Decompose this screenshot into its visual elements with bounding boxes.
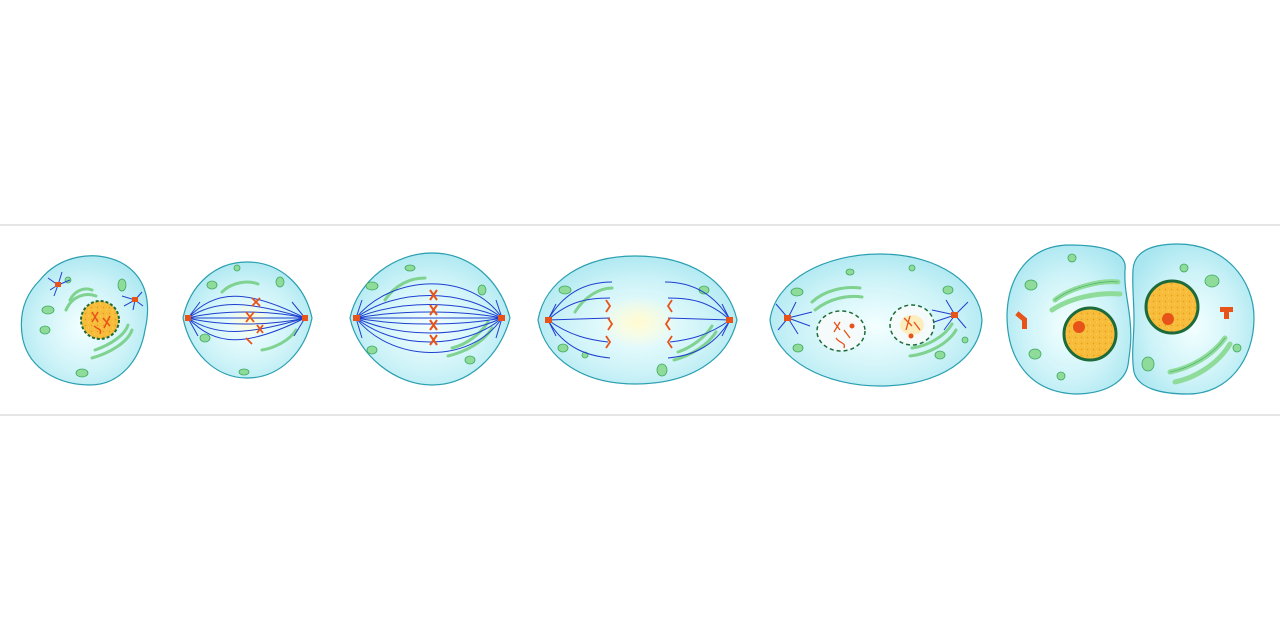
spindle-remnants xyxy=(775,299,969,335)
organelles xyxy=(1024,253,1242,381)
spindle-fibers xyxy=(187,295,306,341)
centrosome xyxy=(951,312,958,318)
decondensing-chromosomes xyxy=(903,315,921,331)
spindle-fibers xyxy=(355,283,503,353)
golgi-apparatus xyxy=(220,280,298,352)
golgi-outline xyxy=(1054,281,1226,373)
golgi-apparatus xyxy=(64,287,134,360)
nucleolus xyxy=(1162,313,1174,325)
condensing-chromosomes xyxy=(91,311,111,335)
chromosomes xyxy=(245,297,264,345)
anaphase-cell xyxy=(537,255,738,385)
centrosome xyxy=(545,317,552,323)
centrosome xyxy=(121,291,144,311)
centrosome xyxy=(47,271,71,297)
reforming-nucleus xyxy=(816,310,866,352)
prometaphase-cell xyxy=(182,261,313,379)
centrosome xyxy=(353,315,360,321)
centrosome xyxy=(302,315,308,321)
centrosome xyxy=(498,315,505,321)
golgi-apparatus xyxy=(383,276,494,358)
telophase-cell xyxy=(769,253,983,387)
organelles xyxy=(365,264,487,365)
nucleus xyxy=(80,300,120,340)
centrosome xyxy=(784,315,791,321)
centriole-pair xyxy=(1015,311,1027,329)
separating-chromatids xyxy=(605,299,673,349)
centrosome xyxy=(726,317,733,323)
mitochondria xyxy=(39,276,127,378)
spindle-fibers xyxy=(547,281,731,359)
golgi-apparatus xyxy=(810,286,958,358)
daughter-nucleus xyxy=(1144,279,1200,335)
metaphase-cell xyxy=(349,252,511,386)
centriole-pair xyxy=(1220,307,1233,319)
decondensing-chromosomes xyxy=(833,321,851,349)
organelles xyxy=(557,285,710,377)
prophase-cell xyxy=(20,255,149,386)
metaphase-plate-chromosomes xyxy=(429,289,438,346)
nucleolus xyxy=(1073,321,1085,333)
daughter-nucleus xyxy=(1062,306,1118,362)
cytokinesis-cells xyxy=(1006,243,1255,395)
golgi-apparatus xyxy=(573,286,718,362)
organelles xyxy=(199,264,285,376)
organelles xyxy=(790,264,969,360)
centrosome xyxy=(185,315,191,321)
